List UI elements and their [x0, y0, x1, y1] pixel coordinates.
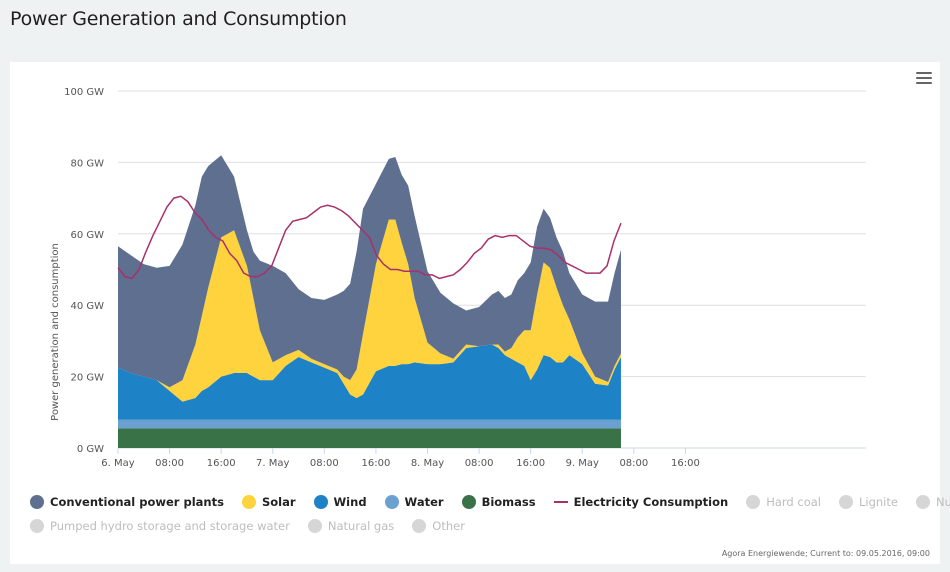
legend: Conventional power plants Solar Wind Water B… — [30, 490, 950, 538]
x-tick-label: 16:00 — [362, 458, 391, 469]
x-tick-label: 6. May — [101, 458, 134, 469]
consumption-line[interactable] — [117, 195, 622, 280]
area-water[interactable] — [118, 419, 621, 429]
legend-circle-symbol — [838, 495, 853, 509]
x-tick-label: 16:00 — [207, 458, 236, 469]
legend-item-other[interactable]: Other — [412, 519, 465, 533]
x-tick-label: 08:00 — [310, 458, 339, 469]
legend-circle-symbol — [313, 495, 328, 509]
y-tick-label: 40 GW — [70, 301, 104, 312]
areas — [118, 155, 621, 448]
y-tick-label: 0 GW — [77, 444, 104, 455]
legend-item-solar[interactable]: Solar — [241, 495, 296, 509]
y-axis: 0 GW 20 GW 40 GW 60 GW 80 GW 100 GW — [64, 87, 104, 455]
legend-row-2: Pumped hydro storage and storage water Na… — [30, 514, 930, 538]
y-tick-label: 100 GW — [64, 87, 104, 98]
legend-circle-symbol — [915, 495, 930, 509]
legend-label: Pumped hydro storage and storage water — [50, 519, 290, 533]
x-tick-label: 8. May — [411, 458, 444, 469]
legend-label: Electricity Consumption — [573, 495, 729, 509]
legend-item-conventional-power-plants[interactable]: Conventional power plants — [30, 495, 224, 509]
area-wind[interactable] — [118, 344, 621, 420]
legend-item-nuclear[interactable]: Nuclear — [915, 495, 950, 509]
x-tick-label: 7. May — [256, 458, 289, 469]
x-tick-label: 16:00 — [671, 458, 700, 469]
legend-circle-symbol — [461, 495, 476, 509]
legend-label: Natural gas — [327, 519, 395, 533]
legend-item-natural-gas[interactable]: Natural gas — [307, 519, 395, 533]
x-tick-label: 08:00 — [155, 458, 184, 469]
x-tick-label: 08:00 — [465, 458, 494, 469]
legend-circle-symbol — [384, 495, 399, 509]
y-tick-label: 80 GW — [70, 158, 104, 169]
area-biomass[interactable] — [118, 428, 621, 448]
x-tick-label: 16:00 — [516, 458, 545, 469]
legend-line-symbol — [553, 501, 568, 503]
page-title: Power Generation and Consumption — [10, 8, 347, 30]
y-tick-label: 60 GW — [70, 230, 104, 241]
legend-label: Wind — [333, 495, 367, 509]
legend-item-water[interactable]: Water — [384, 495, 444, 509]
legend-circle-symbol — [307, 519, 322, 533]
legend-row-1: Conventional power plants Solar Wind Water B… — [30, 490, 950, 514]
legend-item-hard-coal[interactable]: Hard coal — [746, 495, 821, 509]
y-axis-title: Power generation and consumption — [50, 243, 61, 421]
y-tick-label: 20 GW — [70, 373, 104, 384]
hamburger-menu-icon[interactable] — [916, 72, 932, 84]
chart-card: 0 GW 20 GW 40 GW 60 GW 80 GW 100 GW 6. May 08:… — [10, 62, 950, 564]
legend-item-lignite[interactable]: Lignite — [838, 495, 898, 509]
legend-item-biomass[interactable]: Biomass — [461, 495, 536, 509]
legend-circle-symbol — [241, 495, 256, 509]
legend-item-pumped-hydro-storage-and-storage-water[interactable]: Pumped hydro storage and storage water — [30, 519, 290, 533]
x-tick-label: 08:00 — [619, 458, 648, 469]
legend-label: Nuclear — [935, 495, 950, 509]
area-solar[interactable] — [118, 219, 621, 402]
area-conventional-power-plants[interactable] — [118, 155, 621, 388]
legend-label: Lignite — [858, 495, 898, 509]
x-tick-label: 9. May — [566, 458, 599, 469]
legend-label: Biomass — [481, 495, 536, 509]
legend-item-wind[interactable]: Wind — [313, 495, 367, 509]
legend-label: Hard coal — [766, 495, 821, 509]
chart-svg: 0 GW 20 GW 40 GW 60 GW 80 GW 100 GW 6. May 08:… — [50, 87, 866, 469]
legend-label: Conventional power plants — [50, 495, 224, 509]
legend-circle-symbol — [412, 519, 427, 533]
legend-label: Other — [432, 519, 465, 533]
legend-circle-symbol — [30, 519, 44, 533]
legend-circle-symbol — [746, 495, 761, 509]
consumption-line-group — [117, 195, 622, 280]
legend-label: Solar — [261, 495, 296, 509]
legend-circle-symbol — [30, 495, 44, 509]
legend-label: Water — [404, 495, 444, 509]
legend-item-electricity-consumption[interactable]: Electricity Consumption — [553, 495, 729, 509]
x-axis: 6. May 08:00 16:00 7. May 08:00 16:00 8. May 08… — [101, 448, 700, 469]
credits[interactable]: Agora Energiewende; Current to: 09.05.20… — [721, 549, 930, 558]
